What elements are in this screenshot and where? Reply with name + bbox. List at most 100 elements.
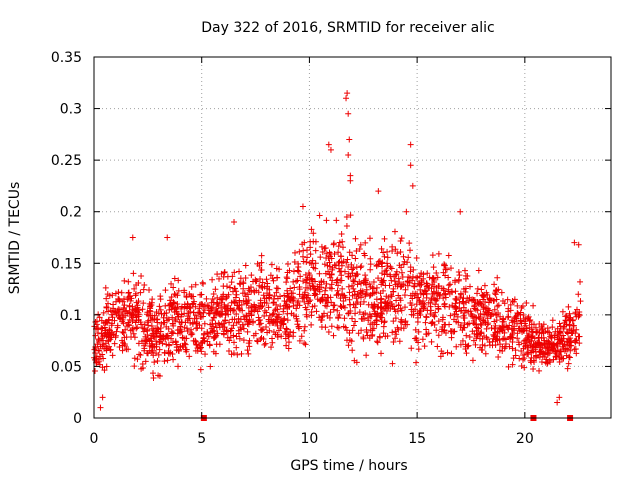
data-point bbox=[197, 345, 204, 352]
data-point bbox=[220, 283, 227, 290]
data-point bbox=[284, 293, 291, 300]
data-point bbox=[140, 300, 147, 307]
data-point bbox=[566, 337, 573, 344]
data-point bbox=[231, 269, 238, 276]
data-point bbox=[186, 353, 193, 360]
data-point bbox=[507, 335, 514, 342]
data-point bbox=[559, 308, 566, 315]
data-point bbox=[287, 297, 294, 304]
data-point bbox=[178, 313, 185, 320]
data-point bbox=[572, 330, 579, 337]
data-point bbox=[218, 299, 225, 306]
data-point bbox=[131, 363, 138, 370]
data-point bbox=[398, 235, 405, 242]
data-point bbox=[281, 292, 288, 299]
data-point bbox=[343, 337, 350, 344]
data-point bbox=[129, 234, 136, 241]
data-point bbox=[383, 293, 390, 300]
data-point bbox=[134, 356, 141, 363]
data-point bbox=[266, 286, 273, 293]
data-point bbox=[209, 276, 216, 283]
data-point bbox=[273, 274, 280, 281]
data-point bbox=[177, 343, 184, 350]
data-point bbox=[350, 285, 357, 292]
data-point bbox=[413, 254, 420, 261]
data-point bbox=[433, 327, 440, 334]
data-point bbox=[328, 270, 335, 277]
data-point bbox=[353, 359, 360, 366]
data-point bbox=[345, 273, 352, 280]
data-point bbox=[268, 344, 275, 351]
data-point bbox=[256, 262, 263, 269]
data-point bbox=[227, 305, 234, 312]
data-point bbox=[157, 296, 164, 303]
data-point bbox=[212, 286, 219, 293]
data-point bbox=[434, 290, 441, 297]
data-point bbox=[154, 357, 161, 364]
data-point bbox=[107, 347, 114, 354]
data-point bbox=[137, 319, 144, 326]
data-point bbox=[165, 341, 172, 348]
data-point bbox=[239, 321, 246, 328]
data-point bbox=[283, 342, 290, 349]
data-point bbox=[252, 330, 259, 337]
data-point bbox=[447, 265, 454, 272]
data-point bbox=[349, 252, 356, 259]
data-point bbox=[360, 298, 367, 305]
data-point bbox=[170, 284, 177, 291]
data-point bbox=[92, 367, 99, 374]
data-point bbox=[119, 316, 126, 323]
data-point bbox=[427, 311, 434, 318]
data-point bbox=[494, 333, 501, 340]
data-point bbox=[531, 321, 537, 328]
data-point bbox=[183, 293, 190, 300]
data-point bbox=[333, 292, 340, 299]
data-point bbox=[389, 360, 396, 367]
data-point bbox=[353, 295, 360, 302]
data-point bbox=[209, 295, 216, 302]
data-point bbox=[528, 328, 535, 335]
data-point bbox=[338, 253, 345, 260]
data-point bbox=[521, 364, 528, 371]
data-point bbox=[344, 256, 351, 263]
data-point bbox=[528, 334, 535, 341]
data-point bbox=[125, 278, 132, 285]
data-point bbox=[491, 318, 498, 325]
data-point bbox=[321, 291, 328, 298]
data-point bbox=[383, 308, 390, 315]
data-point bbox=[168, 328, 175, 335]
data-point bbox=[366, 281, 373, 288]
data-point bbox=[168, 335, 175, 342]
data-point bbox=[435, 305, 442, 312]
data-point bbox=[525, 336, 532, 343]
data-point bbox=[307, 238, 314, 245]
data-point bbox=[356, 245, 363, 252]
data-point bbox=[245, 297, 252, 304]
data-point bbox=[322, 285, 329, 292]
data-point bbox=[522, 322, 529, 329]
data-point bbox=[249, 319, 256, 326]
data-point bbox=[276, 266, 283, 273]
data-point bbox=[390, 288, 397, 295]
data-point bbox=[392, 335, 399, 342]
data-point bbox=[540, 321, 547, 328]
data-point bbox=[303, 311, 310, 318]
data-point bbox=[363, 328, 370, 335]
data-point bbox=[562, 317, 569, 324]
data-point bbox=[432, 309, 439, 316]
data-point bbox=[233, 319, 240, 326]
data-point bbox=[362, 272, 369, 279]
data-point bbox=[414, 318, 421, 325]
data-point bbox=[342, 324, 349, 331]
data-point bbox=[312, 260, 319, 267]
data-point bbox=[528, 359, 535, 366]
data-point bbox=[526, 324, 533, 331]
data-point bbox=[209, 304, 216, 311]
data-point bbox=[345, 310, 352, 317]
data-point bbox=[312, 247, 319, 254]
data-point bbox=[173, 308, 180, 315]
data-point bbox=[384, 254, 391, 261]
data-point bbox=[385, 302, 392, 309]
data-point bbox=[439, 350, 446, 357]
data-point bbox=[460, 295, 467, 302]
